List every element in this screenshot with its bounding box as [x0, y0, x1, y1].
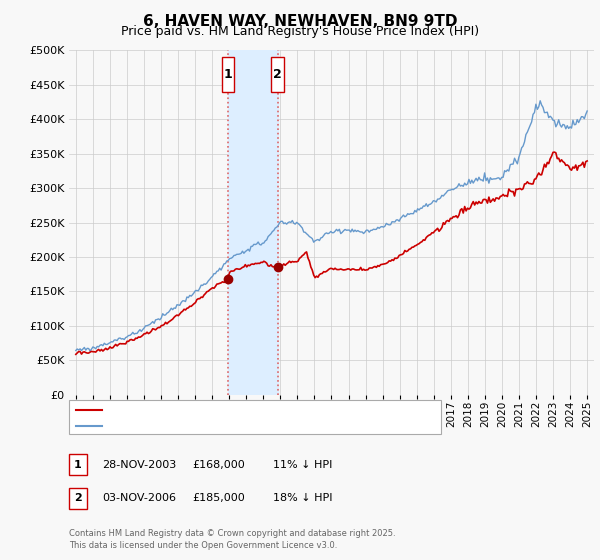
Text: 1: 1: [74, 460, 82, 470]
Text: 6, HAVEN WAY, NEWHAVEN, BN9 9TD (semi-detached house): 6, HAVEN WAY, NEWHAVEN, BN9 9TD (semi-de…: [107, 405, 424, 415]
Text: 03-NOV-2006: 03-NOV-2006: [102, 493, 176, 503]
Text: 1: 1: [223, 68, 232, 81]
Text: Price paid vs. HM Land Registry's House Price Index (HPI): Price paid vs. HM Land Registry's House …: [121, 25, 479, 38]
Text: 11% ↓ HPI: 11% ↓ HPI: [273, 460, 332, 470]
Text: HPI: Average price, semi-detached house, Lewes: HPI: Average price, semi-detached house,…: [107, 421, 361, 431]
Text: 2: 2: [74, 493, 82, 503]
FancyBboxPatch shape: [221, 57, 234, 92]
Text: £185,000: £185,000: [192, 493, 245, 503]
Text: £168,000: £168,000: [192, 460, 245, 470]
Text: 2: 2: [273, 68, 282, 81]
FancyBboxPatch shape: [271, 57, 284, 92]
Text: Contains HM Land Registry data © Crown copyright and database right 2025.
This d: Contains HM Land Registry data © Crown c…: [69, 529, 395, 550]
Text: 18% ↓ HPI: 18% ↓ HPI: [273, 493, 332, 503]
Text: 28-NOV-2003: 28-NOV-2003: [102, 460, 176, 470]
Bar: [228, 50, 278, 395]
Text: 6, HAVEN WAY, NEWHAVEN, BN9 9TD: 6, HAVEN WAY, NEWHAVEN, BN9 9TD: [143, 14, 457, 29]
